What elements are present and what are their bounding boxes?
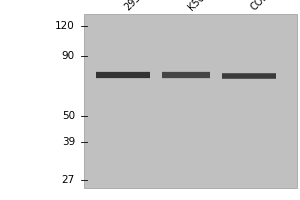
Text: K562: K562 <box>186 0 211 12</box>
Text: 39: 39 <box>62 137 75 147</box>
Text: 50: 50 <box>62 111 75 121</box>
Text: 120: 120 <box>55 21 75 31</box>
FancyBboxPatch shape <box>84 14 297 188</box>
Text: COS7: COS7 <box>249 0 275 12</box>
Text: 90: 90 <box>62 51 75 61</box>
Text: 27: 27 <box>62 175 75 185</box>
Text: KDa: KDa <box>57 0 75 2</box>
Text: 293: 293 <box>123 0 143 12</box>
